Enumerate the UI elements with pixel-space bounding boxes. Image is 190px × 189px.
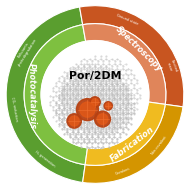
Text: Covalent: Covalent (115, 167, 131, 176)
Wedge shape (80, 6, 184, 107)
Circle shape (97, 114, 108, 124)
Circle shape (69, 116, 79, 126)
Circle shape (77, 99, 98, 121)
Wedge shape (85, 102, 165, 165)
Circle shape (41, 41, 149, 148)
Wedge shape (24, 25, 88, 165)
Text: Pollutants
photodegradation: Pollutants photodegradation (14, 35, 38, 67)
Wedge shape (83, 104, 183, 183)
Text: Excited
state: Excited state (165, 59, 178, 74)
Circle shape (67, 114, 81, 128)
Text: Fabrication: Fabrication (109, 125, 157, 164)
Circle shape (92, 99, 98, 105)
Circle shape (80, 102, 95, 117)
Wedge shape (6, 7, 85, 182)
Circle shape (104, 102, 112, 110)
Text: Non-covalent: Non-covalent (150, 134, 168, 155)
Text: H₂ generation: H₂ generation (34, 150, 56, 168)
Circle shape (106, 103, 111, 108)
Circle shape (95, 111, 111, 127)
Wedge shape (83, 24, 166, 104)
Text: Por/2DM: Por/2DM (69, 71, 121, 81)
Text: Ground state: Ground state (115, 13, 139, 26)
Text: Photocatalysis: Photocatalysis (27, 62, 37, 129)
Text: CO₂ reduction: CO₂ reduction (10, 96, 19, 121)
Text: Spectroscopy: Spectroscopy (113, 25, 164, 74)
Circle shape (90, 97, 100, 107)
